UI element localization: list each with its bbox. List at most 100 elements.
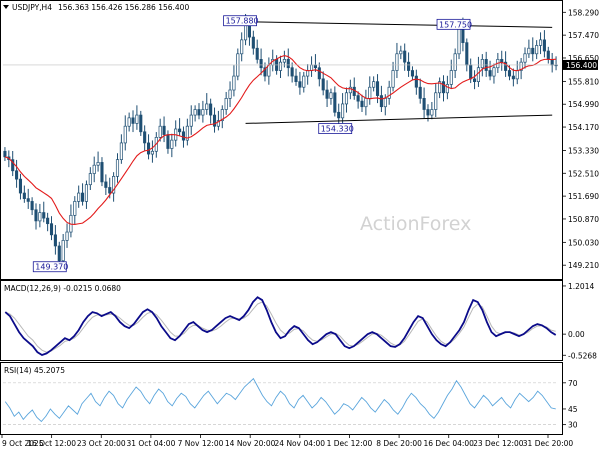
candle-body xyxy=(395,53,399,71)
candle-body xyxy=(18,178,23,194)
macd-signal-line xyxy=(5,301,556,353)
candle-body xyxy=(119,142,123,160)
candle-body xyxy=(146,142,151,155)
candle-body xyxy=(81,192,85,202)
candle-body xyxy=(170,139,174,149)
candle-body xyxy=(278,61,283,71)
candle-body xyxy=(30,201,34,211)
rsi-axis-label: 70 xyxy=(568,379,578,388)
candle-body xyxy=(375,81,380,96)
candle-body xyxy=(527,47,531,55)
candle-body xyxy=(372,81,376,88)
candle-body xyxy=(61,240,65,262)
time-axis-label: 24 Nov 04:00 xyxy=(275,439,326,448)
candle-body xyxy=(224,98,228,110)
candle-body xyxy=(290,67,294,77)
macd-panel xyxy=(4,296,557,356)
candle-body xyxy=(108,187,112,194)
price-panel: 157.880 157.750 154.330 149.370 xyxy=(3,13,558,273)
candle-body xyxy=(434,92,438,110)
candle-body xyxy=(309,64,314,71)
candle-body xyxy=(438,81,442,94)
time-axis-label: 1 Dec 12:00 xyxy=(327,439,373,448)
channel-lower-line xyxy=(245,114,553,124)
candle-body xyxy=(143,131,147,144)
candle-body xyxy=(135,114,139,124)
dropdown-triangle-icon[interactable] xyxy=(3,5,9,9)
candle-body xyxy=(26,198,30,202)
macd-axis-label: 0.00 xyxy=(568,330,585,339)
candle-body xyxy=(523,53,527,63)
moving-average-line xyxy=(4,54,557,225)
candle-body xyxy=(244,23,248,41)
candle-body xyxy=(546,50,550,60)
candle-body xyxy=(504,61,508,71)
candle-body xyxy=(329,92,333,99)
rsi-line xyxy=(4,377,556,423)
candle-body xyxy=(418,86,422,99)
candle-body xyxy=(201,109,205,116)
candle-body xyxy=(46,217,50,225)
candle-body xyxy=(333,92,337,113)
candle-body xyxy=(538,39,543,46)
candle-body xyxy=(399,50,403,55)
candle-body xyxy=(73,201,77,216)
candle-body xyxy=(255,47,259,60)
candle-body xyxy=(42,212,46,219)
macd-axis-label: -0.5268 xyxy=(568,351,597,360)
price-annotation-box xyxy=(32,261,67,273)
candle-body xyxy=(364,98,368,108)
price-axis-label: 156.650 xyxy=(568,54,599,63)
candle-body xyxy=(507,70,512,77)
candle-body xyxy=(251,36,255,49)
price-axis-label: 153.330 xyxy=(568,146,599,155)
candle-body xyxy=(403,50,407,63)
candle-body xyxy=(306,70,310,77)
candle-body xyxy=(476,67,480,83)
candle-body xyxy=(193,109,197,116)
candle-body xyxy=(473,78,477,83)
rsi-panel-frame xyxy=(0,362,563,435)
candle-body xyxy=(112,175,116,194)
price-axis-label: 150.030 xyxy=(568,238,599,247)
candle-body xyxy=(220,109,224,121)
macd-line xyxy=(4,296,557,356)
candle-body xyxy=(500,59,504,63)
price-annotation-box xyxy=(318,123,353,134)
candle-body xyxy=(407,61,411,71)
candle-body xyxy=(317,67,321,80)
candle-body xyxy=(158,125,162,138)
candle-body xyxy=(228,89,232,99)
candle-body xyxy=(321,78,325,91)
candle-body xyxy=(449,70,453,85)
price-panel-frame xyxy=(0,0,563,280)
current-price-label: 156.400 xyxy=(566,61,597,70)
time-axis-label: 8 Dec 20:00 xyxy=(376,439,422,448)
candle-body xyxy=(511,75,515,80)
candle-body xyxy=(344,92,349,105)
candle-body xyxy=(3,150,7,158)
candle-body xyxy=(65,231,69,241)
macd-axis-label: 1.2014 xyxy=(568,282,594,291)
candle-body xyxy=(178,128,182,133)
candle-body xyxy=(53,234,57,247)
price-axis-label: 157.470 xyxy=(568,31,599,40)
candle-body xyxy=(387,86,391,99)
time-axis-label: 31 Dec 20:00 xyxy=(523,439,574,448)
price-annotation-label: 154.330 xyxy=(321,125,354,134)
candle-body xyxy=(441,81,446,94)
candle-body xyxy=(519,61,523,71)
candle-body xyxy=(286,59,290,69)
candle-body xyxy=(212,114,217,127)
candle-body xyxy=(426,109,430,116)
candle-body xyxy=(139,114,143,133)
candle-body xyxy=(414,75,418,88)
time-axis-label: 23 Dec 12:00 xyxy=(473,439,524,448)
candle-body xyxy=(88,173,92,186)
candle-body xyxy=(352,86,356,96)
candle-body xyxy=(550,59,554,66)
time-axis-label: 7 Nov 12:00 xyxy=(178,439,224,448)
candle-body xyxy=(240,39,244,55)
candle-body xyxy=(313,64,317,69)
